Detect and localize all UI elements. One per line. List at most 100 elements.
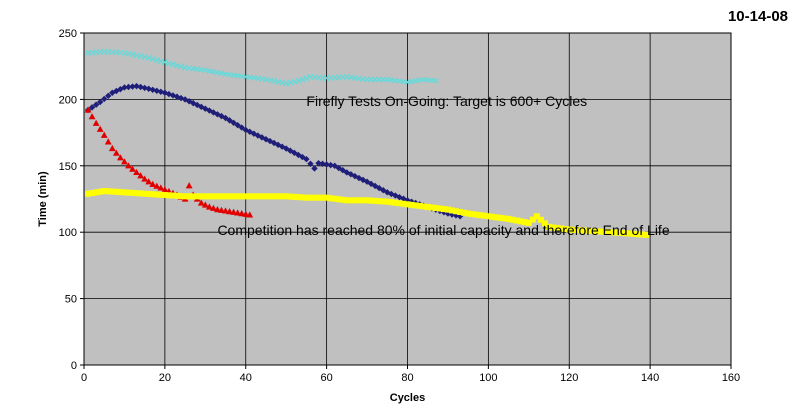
square-point [598,228,605,235]
diamond-point [303,155,310,163]
triangle-point [157,184,165,191]
diamond-point [129,83,136,90]
square-point [436,205,443,212]
x-point [170,61,176,68]
diamond-point [210,109,217,116]
square-point [360,197,367,204]
diamond-point [242,126,249,134]
square-point [420,203,427,210]
y-tick-label: 250 [59,28,77,40]
square-point [275,193,282,200]
diamond-point [258,134,266,141]
triangle-point [218,206,225,213]
square-point [271,193,278,200]
diamond-point [202,105,209,112]
square-point [639,231,646,238]
square-point [101,188,108,195]
diamond-point [141,84,148,92]
square-point [364,197,371,204]
square-point [335,196,342,203]
triangle-point [161,186,169,193]
square-point [258,193,265,200]
square-point [380,198,387,205]
square-point [396,200,403,207]
square-point [473,211,480,218]
triangle-point [226,208,233,215]
triangle-point [100,131,108,138]
diamond-point [238,124,245,131]
triangle-point [133,168,140,176]
square-point [444,206,451,213]
square-point [574,227,581,234]
square-point [287,193,294,200]
triangle-point [88,113,96,120]
x-tick-label: 0 [81,372,87,384]
square-point [453,208,460,215]
diamond-point [101,95,108,103]
triangle-point [210,204,217,211]
diamond-point [96,98,104,106]
triangle-point [246,211,254,218]
square-point [388,199,395,206]
square-point [315,194,322,201]
square-point [372,197,379,204]
square-point [218,193,225,200]
square-point [190,193,197,200]
square-point [117,189,124,196]
x-point [165,60,172,67]
triangle-point [116,154,124,161]
triangle-point [137,172,145,179]
diamond-point [125,83,132,91]
square-point [323,194,330,201]
x-point [157,58,164,65]
diamond-point [315,159,322,167]
x-point [432,77,439,84]
triangle-point [141,175,149,182]
tick-labels: 0 20 40 60 80 100 120 140 160 0 50 100 150 200 250 [59,28,741,384]
x-point [141,53,148,60]
triangle-point [129,165,136,172]
plot-border [83,32,732,366]
axes [80,32,732,369]
square-point [578,227,585,234]
square-point [501,215,508,222]
diamond-point [311,165,318,172]
square-point [319,194,326,201]
square-point [461,209,468,216]
diamond-point [161,89,169,96]
square-point [626,230,633,237]
square-point [643,231,650,238]
diamond-point [371,182,379,190]
square-point [529,216,536,223]
series-3 [84,106,254,218]
triangle-point [153,182,161,189]
series-4 [85,188,650,238]
square-point [558,225,565,232]
square-point [416,202,423,209]
square-point [198,193,205,200]
square-point [590,228,597,235]
square-point [262,193,269,200]
square-point [109,188,116,195]
x-point [178,63,185,70]
triangle-point [234,209,242,216]
square-point [477,212,484,219]
square-point [246,193,253,200]
square-point [614,229,621,236]
diamond-point [359,176,367,184]
square-point [440,206,447,213]
annotation-1: Firefly Tests On-Going: Target is 600+ C… [306,93,587,109]
diamond-point [343,169,351,176]
x-point [149,56,156,62]
square-point [606,229,613,236]
square-point [497,214,504,221]
square-point [238,193,245,200]
triangle-point [84,106,92,113]
square-point [505,215,512,222]
x-point [299,76,306,83]
square-point [299,194,306,201]
triangle-point [205,203,213,210]
square-point [485,213,492,220]
